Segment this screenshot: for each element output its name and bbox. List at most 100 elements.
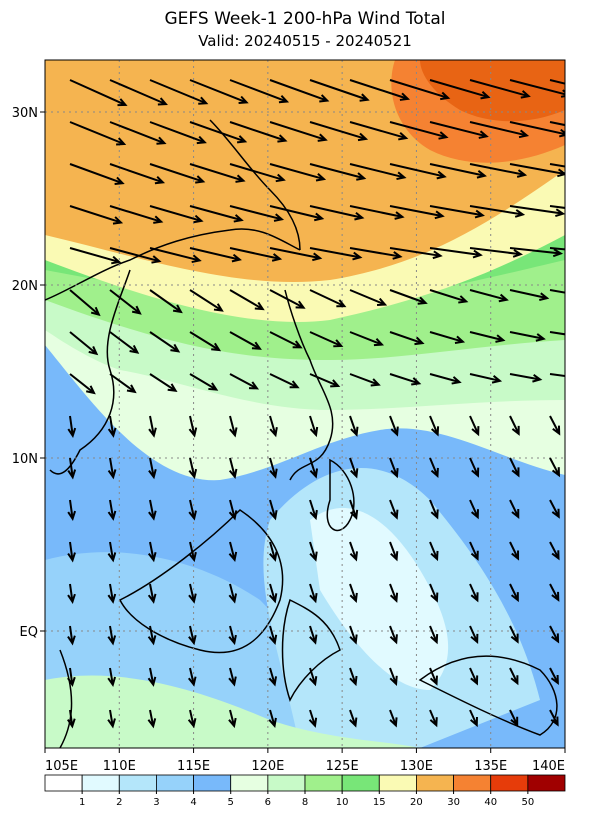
wind-arrow (469, 625, 479, 644)
wind-arrow (429, 205, 485, 219)
wind-arrow (229, 415, 238, 438)
wind-arrow (147, 583, 157, 604)
grid (45, 60, 565, 748)
lon-label: 120E (251, 759, 284, 774)
wind-arrow (349, 289, 388, 307)
wind-arrow (107, 625, 117, 646)
colorbar-label: 50 (521, 797, 534, 808)
wind-arrow (269, 79, 330, 103)
wind-arrow (109, 289, 142, 315)
colorbar-label: 2 (116, 797, 122, 808)
wind-arrow (69, 163, 125, 185)
wind-arrow (429, 625, 439, 645)
wind-arrow (188, 457, 198, 480)
wind-arrow (389, 373, 422, 386)
wind-arrow (429, 247, 483, 259)
subtitle: Valid: 20240515 - 20240521 (198, 32, 412, 50)
wind-arrow (188, 625, 197, 646)
wind-arrow (187, 709, 197, 729)
wind-arrow (69, 79, 128, 107)
wind-arrow (67, 667, 76, 688)
wind-arrow (309, 163, 367, 181)
wind-arrow (269, 415, 278, 438)
wind-arrow (268, 667, 278, 687)
wind-arrow (389, 121, 449, 140)
wind-arrow (389, 499, 399, 520)
wind-arrow (429, 541, 439, 562)
coastline (281, 598, 341, 702)
wind-arrow (269, 541, 278, 562)
wind-arrow (349, 583, 358, 604)
wind-arrow (389, 583, 399, 603)
wind-arrow (309, 289, 347, 308)
wind-arrow (509, 121, 565, 138)
wind-arrow (469, 541, 479, 561)
wind-arrow (349, 415, 359, 437)
wind-arrow (429, 415, 440, 437)
wind-arrow (469, 121, 530, 139)
wind-arrow (188, 499, 197, 521)
wind-arrow (189, 205, 244, 223)
wind-arrow (268, 625, 278, 645)
wind-arrow (107, 541, 117, 563)
wind-arrow (469, 709, 478, 728)
wind-arrow (148, 499, 157, 521)
lat-label: 30N (12, 106, 38, 121)
wind-arrow (349, 79, 411, 101)
wind-arrow (469, 205, 526, 218)
colorbar-label: 4 (190, 797, 196, 808)
wind-arrow (389, 667, 398, 686)
colorbar-box (527, 774, 566, 792)
wind-arrow (349, 667, 358, 687)
wind-arrow (269, 205, 325, 222)
wind-arrow (69, 289, 101, 317)
wind-arrow (309, 247, 363, 261)
colorbar-box (230, 774, 269, 792)
wind-arrow (549, 373, 565, 378)
wind-arrow (509, 373, 543, 383)
wind-vectors (66, 79, 565, 729)
wind-arrow (469, 331, 506, 343)
wind-arrow (349, 541, 358, 562)
wind-arrow (549, 667, 559, 686)
wind-arrow (349, 247, 403, 260)
wind-arrow (389, 709, 398, 728)
colorbar-label: 20 (410, 797, 423, 808)
wind-arrow (469, 415, 480, 437)
wind-arrow (549, 709, 559, 727)
wind-arrow (189, 373, 219, 391)
wind-arrow (268, 583, 278, 604)
axis-labels: 105E 110E 115E 120E 125E 130E 135E 140E 30N 20N 10… (12, 106, 566, 774)
wind-arrow (429, 499, 439, 520)
coastline (209, 119, 301, 251)
colorbar-box (44, 774, 83, 792)
lon-label: 105E (45, 759, 78, 774)
wind-arrow (349, 331, 385, 347)
wind-arrow (229, 247, 283, 262)
wind-arrow (549, 331, 565, 336)
wind-arrow (429, 289, 469, 304)
wind-arrow (109, 79, 168, 106)
lon-label: 110E (103, 759, 136, 774)
lon-label: 125E (326, 759, 359, 774)
wind-arrow (509, 625, 519, 644)
wind-arrow (308, 667, 318, 687)
colorbar-label: 40 (484, 797, 497, 808)
wind-arrow (469, 289, 509, 303)
wind-arrow (269, 373, 300, 389)
wind-arrow (149, 121, 207, 145)
wind-arrow (69, 205, 124, 225)
coastline (49, 269, 131, 475)
wind-arrow (269, 121, 328, 142)
wind-arrow (269, 499, 278, 521)
wind-arrow (309, 625, 318, 645)
colorbar-box (416, 774, 454, 792)
wind-arrow (429, 331, 466, 344)
wind-arrow (107, 667, 117, 687)
wind-arrow (109, 121, 167, 145)
wind-arrow (549, 457, 561, 478)
wind-arrow (308, 709, 318, 728)
wind-arrow (66, 709, 76, 729)
wind-arrow (389, 415, 399, 437)
wind-arrow (469, 163, 528, 178)
